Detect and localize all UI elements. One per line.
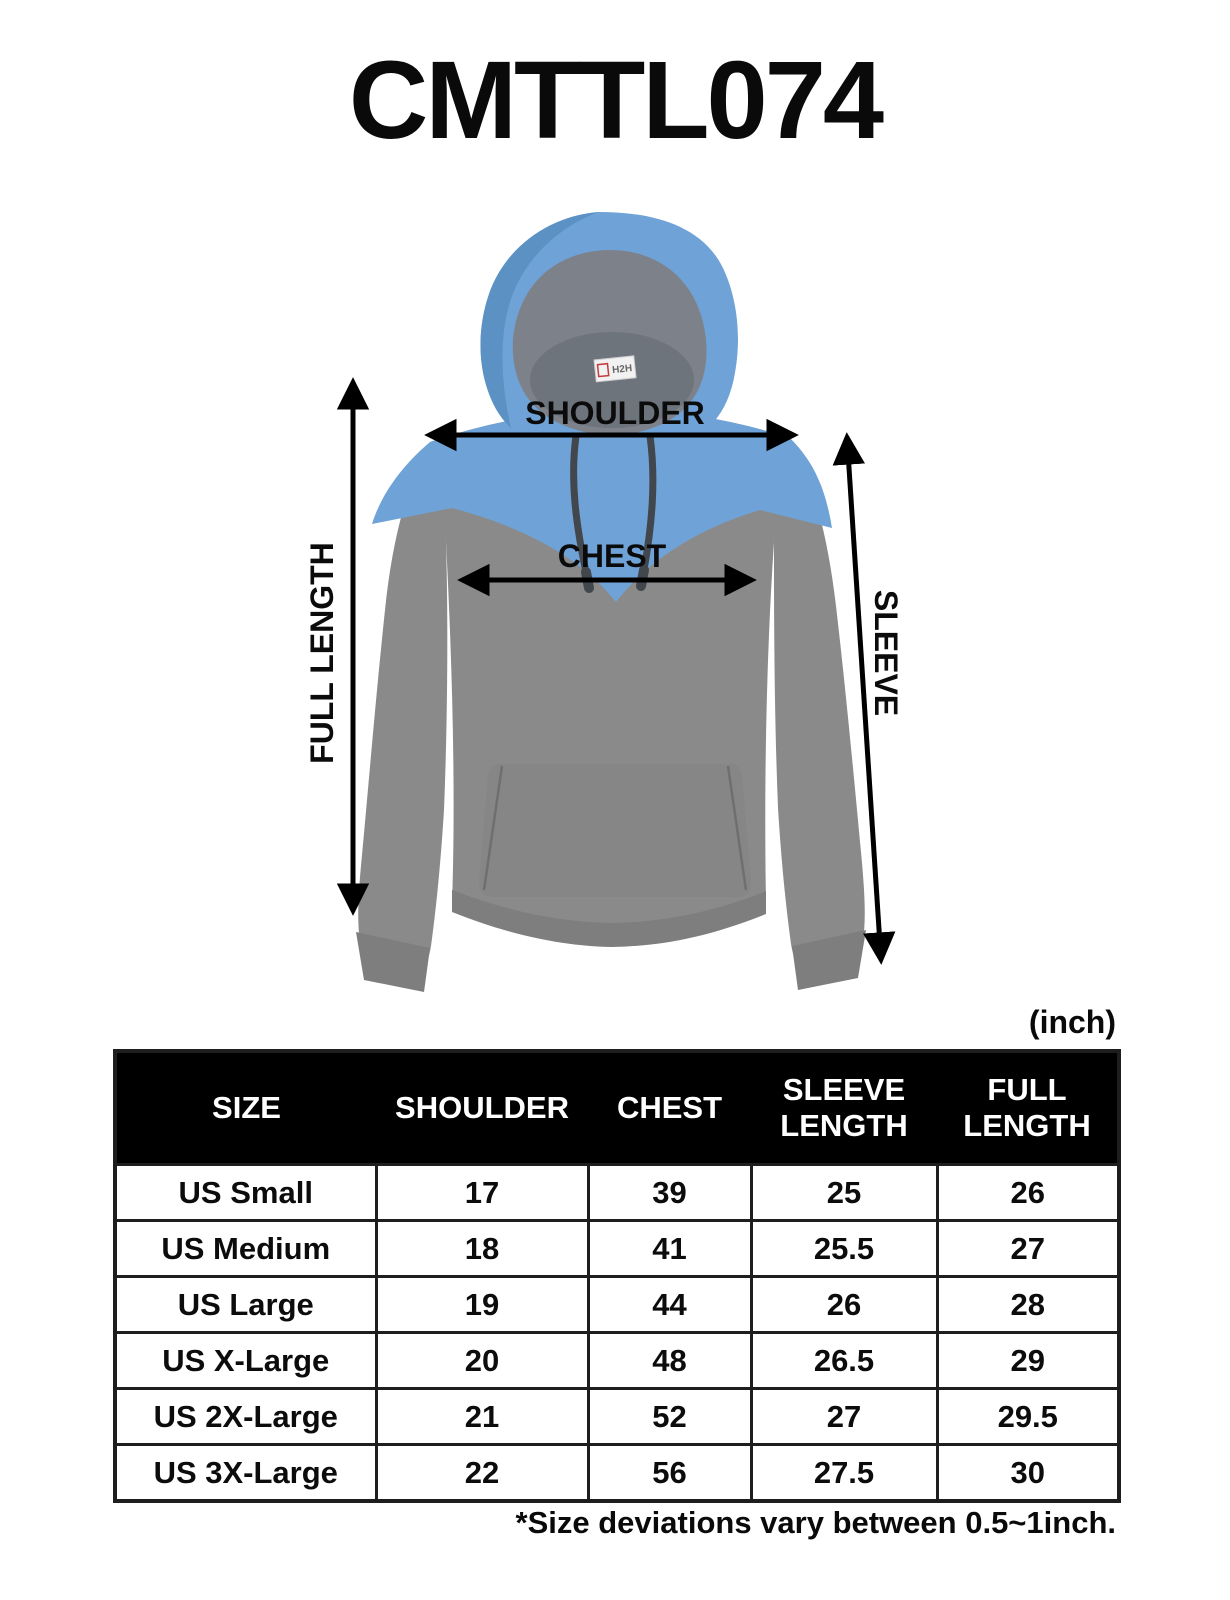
- table-row: US 2X-Large 21 52 27 29.5: [113, 1387, 1121, 1446]
- hoodie-measurement-diagram: H2H SHOULDER CHEST FULL LENGTH SLEEVE: [304, 212, 904, 992]
- shoulder-label: SHOULDER: [525, 395, 705, 431]
- cell-sleeve-length: 26: [749, 1275, 939, 1334]
- cell-chest: 39: [586, 1163, 753, 1222]
- cell-sleeve-length: 27: [749, 1387, 939, 1446]
- cell-chest: 52: [586, 1387, 753, 1446]
- col-header-size: SIZE: [115, 1051, 376, 1165]
- cell-full-length: 26: [935, 1163, 1121, 1222]
- cell-shoulder: 17: [374, 1163, 590, 1222]
- size-deviation-footnote: *Size deviations vary between 0.5~1inch.: [515, 1505, 1116, 1540]
- cell-chest: 48: [586, 1331, 753, 1390]
- pocket-right-seam: [726, 765, 748, 891]
- cell-size: US Small: [113, 1163, 378, 1222]
- table-row: US X-Large 20 48 26.5 29: [113, 1331, 1121, 1390]
- measurement-annotations: SHOULDER CHEST FULL LENGTH SLEEVE: [304, 377, 904, 965]
- hoodie-photo: H2H: [356, 212, 866, 992]
- cell-full-length: 29: [935, 1331, 1121, 1390]
- cell-full-length: 29.5: [935, 1387, 1121, 1446]
- size-table: SIZE SHOULDER CHEST SLEEVE LENGTH FULL L…: [113, 1049, 1121, 1503]
- cell-sleeve-length: 27.5: [749, 1443, 939, 1503]
- cell-sleeve-length: 25: [749, 1163, 939, 1222]
- hoodie-blue-yoke: [372, 409, 832, 602]
- table-row: US 3X-Large 22 56 27.5 30: [113, 1443, 1121, 1503]
- hoodie-left-sleeve: [358, 442, 448, 972]
- cell-shoulder: 21: [374, 1387, 590, 1446]
- col-header-shoulder: SHOULDER: [376, 1051, 588, 1165]
- cell-full-length: 30: [935, 1443, 1121, 1503]
- size-table-header-row: SIZE SHOULDER CHEST SLEEVE LENGTH FULL L…: [115, 1051, 1119, 1165]
- full-length-label: FULL LENGTH: [304, 542, 340, 764]
- cell-shoulder: 18: [374, 1219, 590, 1278]
- hem-band: [452, 890, 766, 947]
- unit-label: (inch): [1028, 1004, 1116, 1040]
- pocket-left-seam: [482, 765, 504, 891]
- cell-size: US 2X-Large: [113, 1387, 378, 1446]
- cell-size: US 3X-Large: [113, 1443, 378, 1503]
- cell-size: US X-Large: [113, 1331, 378, 1390]
- cell-sleeve-length: 26.5: [749, 1331, 939, 1390]
- left-cuff: [356, 932, 430, 992]
- cell-chest: 56: [586, 1443, 753, 1503]
- hood-shade: [480, 212, 599, 428]
- table-row: US Large 19 44 26 28: [113, 1275, 1121, 1334]
- cell-full-length: 28: [935, 1275, 1121, 1334]
- chest-label: CHEST: [558, 538, 667, 574]
- cell-sleeve-length: 25.5: [749, 1219, 939, 1278]
- col-header-sleeve-length: SLEEVE LENGTH: [751, 1051, 937, 1165]
- sleeve-label: SLEEVE: [868, 590, 904, 716]
- col-header-full-length: FULL LENGTH: [937, 1051, 1119, 1165]
- table-row: US Medium 18 41 25.5 27: [113, 1219, 1121, 1278]
- kangaroo-pocket: [478, 764, 752, 897]
- cell-shoulder: 19: [374, 1275, 590, 1334]
- brand-tag: H2H: [593, 355, 637, 383]
- page-title: CMTTL074: [348, 39, 884, 162]
- cell-chest: 44: [586, 1275, 753, 1334]
- col-header-chest: CHEST: [588, 1051, 751, 1165]
- cell-size: US Medium: [113, 1219, 378, 1278]
- cell-shoulder: 20: [374, 1331, 590, 1390]
- brand-tag-text: H2H: [612, 363, 633, 376]
- sleeve-arrow: [832, 432, 896, 965]
- cell-chest: 41: [586, 1219, 753, 1278]
- cell-full-length: 27: [935, 1219, 1121, 1278]
- cell-size: US Large: [113, 1275, 378, 1334]
- table-row: US Small 17 39 25 26: [113, 1163, 1121, 1222]
- cell-shoulder: 22: [374, 1443, 590, 1503]
